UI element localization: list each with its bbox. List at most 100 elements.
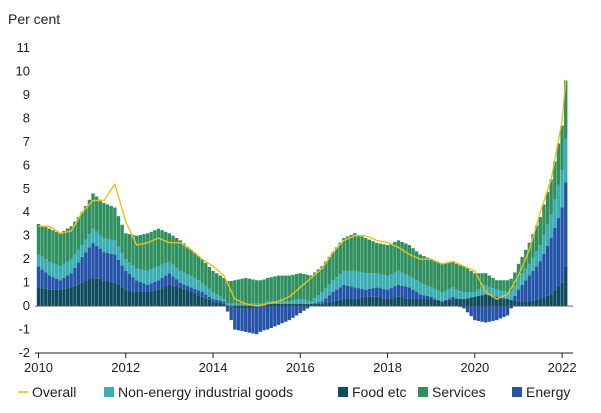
bar-non-energy xyxy=(524,268,528,281)
bar-services xyxy=(324,261,328,289)
bar-energy xyxy=(200,292,204,297)
bar-food xyxy=(534,299,539,307)
bar-energy xyxy=(516,289,521,302)
bar-services xyxy=(444,263,448,291)
bar-energy xyxy=(62,277,66,289)
bar-energy xyxy=(174,279,179,287)
bar-services xyxy=(76,216,81,250)
bar-non-energy xyxy=(400,272,404,286)
bar-non-energy xyxy=(356,271,361,289)
bar-energy xyxy=(411,289,415,300)
bar-food xyxy=(465,298,470,307)
bar-food xyxy=(487,295,492,307)
bar-energy xyxy=(233,308,237,330)
bar-services xyxy=(84,205,88,240)
bar-non-energy xyxy=(105,238,110,253)
bar-energy xyxy=(447,298,452,300)
bar-food xyxy=(233,306,237,309)
bar-non-energy xyxy=(58,266,62,281)
bar-food xyxy=(527,301,532,307)
bar-energy xyxy=(240,308,244,332)
bar-food xyxy=(167,284,172,307)
bar-food xyxy=(284,303,288,307)
bar-services xyxy=(156,228,161,267)
bar-food xyxy=(364,296,368,307)
bar-services xyxy=(494,280,499,290)
bar-food xyxy=(440,301,444,307)
bar-non-energy xyxy=(156,266,161,281)
bar-energy xyxy=(454,298,459,300)
bar-energy xyxy=(127,274,132,291)
bar-services xyxy=(407,245,412,276)
bar-services xyxy=(116,216,121,247)
bar-non-energy xyxy=(425,285,430,296)
bar-services xyxy=(553,161,557,200)
bar-energy xyxy=(134,280,139,292)
bar-energy xyxy=(51,277,55,290)
bar-non-energy xyxy=(367,273,372,289)
bar-energy xyxy=(404,286,408,299)
bar-services xyxy=(302,274,306,300)
bar-services xyxy=(327,256,332,285)
bar-services xyxy=(134,235,139,269)
bar-services xyxy=(527,242,532,264)
bar-energy xyxy=(178,282,182,288)
bar-services xyxy=(94,196,99,232)
bar-services xyxy=(382,244,386,275)
bar-services xyxy=(207,266,212,289)
bar-non-energy xyxy=(73,254,77,268)
bar-energy xyxy=(40,269,44,289)
bar-energy xyxy=(196,290,201,296)
bar-services xyxy=(389,243,393,275)
bar-food xyxy=(356,298,361,307)
bar-non-energy xyxy=(556,184,561,218)
bar-energy xyxy=(153,281,157,291)
bar-energy xyxy=(331,292,335,302)
bar-food xyxy=(247,306,252,309)
bar-non-energy xyxy=(429,287,433,297)
bar-non-energy xyxy=(214,294,219,300)
bar-energy xyxy=(502,306,506,318)
bar-non-energy xyxy=(494,289,499,297)
x-tick-label: 2016 xyxy=(286,360,315,375)
bar-non-energy xyxy=(345,270,350,286)
bar-non-energy xyxy=(182,272,186,285)
bar-services xyxy=(69,226,73,260)
bar-non-energy xyxy=(342,270,346,285)
bar-food xyxy=(334,300,339,307)
bar-food xyxy=(498,297,502,307)
bar-food xyxy=(142,292,146,307)
bar-non-energy xyxy=(204,285,208,295)
bar-non-energy xyxy=(233,303,237,307)
bar-energy xyxy=(182,284,186,289)
bar-energy xyxy=(302,306,306,311)
bar-energy xyxy=(124,270,128,290)
bar-energy xyxy=(211,299,215,302)
bar-energy xyxy=(345,285,350,300)
bar-non-energy xyxy=(222,299,226,302)
bar-energy xyxy=(142,283,146,292)
bar-non-energy xyxy=(360,272,364,289)
bar-food xyxy=(462,299,466,307)
bar-energy xyxy=(113,254,117,283)
bar-non-energy xyxy=(244,303,248,307)
bar-services xyxy=(556,143,561,185)
bar-energy xyxy=(494,306,499,321)
bar-food xyxy=(451,299,455,307)
bar-non-energy xyxy=(193,277,197,289)
bar-non-energy xyxy=(396,270,401,285)
bar-non-energy xyxy=(473,292,477,297)
bar-energy xyxy=(65,275,70,289)
bar-food xyxy=(400,297,404,307)
bar-energy xyxy=(469,306,473,317)
bar-services xyxy=(473,273,477,292)
bar-services xyxy=(127,234,132,263)
bar-food xyxy=(105,281,110,307)
bar-energy xyxy=(258,306,262,332)
bar-food xyxy=(342,299,346,307)
bar-energy xyxy=(542,253,546,298)
bar-energy xyxy=(164,275,168,287)
bar-food xyxy=(294,303,299,307)
bar-energy xyxy=(131,277,135,292)
bar-food xyxy=(374,296,379,307)
